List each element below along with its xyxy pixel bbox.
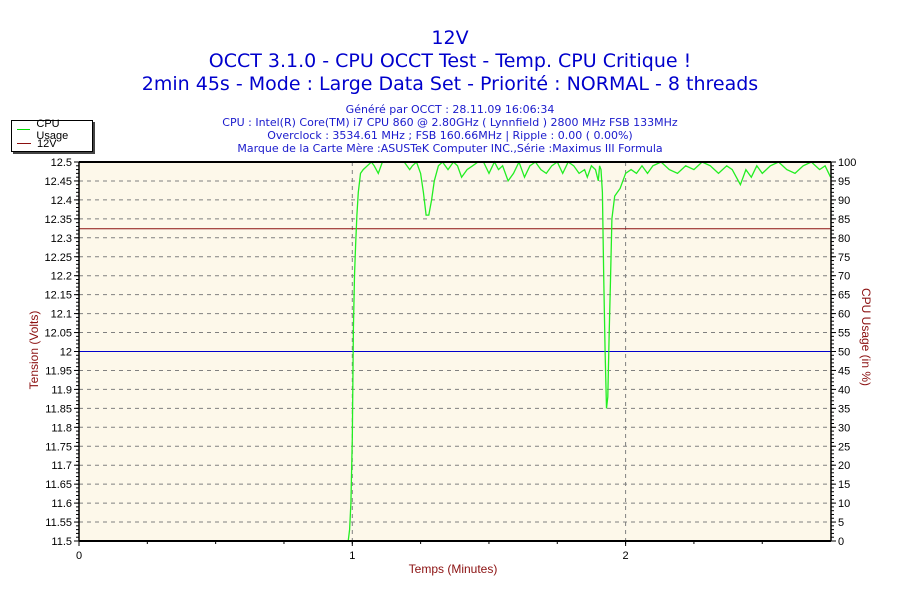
- y-tick-label: 11.8: [51, 422, 72, 434]
- y-tick-label: 11.65: [45, 479, 72, 491]
- x-axis-label: Temps (Minutes): [409, 562, 498, 576]
- chart-title: 12V: [431, 27, 469, 49]
- legend-label-12v: 12V: [37, 137, 57, 150]
- y2-tick-label: 50: [838, 347, 850, 359]
- y2-tick-label: 75: [838, 252, 850, 264]
- y2-tick-label: 60: [838, 309, 850, 321]
- y-axis-label: Tension (Volts): [27, 311, 41, 390]
- y2-tick-label: 5: [838, 517, 844, 529]
- y2-tick-label: 95: [838, 176, 850, 188]
- y-tick-label: 12.15: [44, 290, 72, 302]
- y-tick-label: 11.95: [45, 365, 72, 377]
- y2-tick-label: 35: [838, 403, 850, 415]
- y-tick-label: 11.85: [45, 403, 72, 415]
- y2-tick-label: 45: [838, 365, 850, 377]
- y2-tick-label: 55: [838, 328, 850, 340]
- y2-tick-label: 80: [838, 233, 850, 245]
- y-tick-label: 12.25: [44, 252, 72, 264]
- y2-tick-label: 0: [838, 536, 844, 548]
- y-tick-label: 12.45: [44, 176, 72, 188]
- chart-subtitle: OCCT 3.1.0 - CPU OCCT Test - Temp. CPU C…: [208, 50, 692, 72]
- overclock-info: Overclock : 3534.61 MHz ; FSB 160.66MHz …: [267, 129, 633, 142]
- chart-legend: CPU Usage 12V: [11, 118, 93, 152]
- run-info: 2min 45s - Mode : Large Data Set - Prior…: [141, 73, 759, 95]
- legend-swatch-12v: [17, 143, 31, 144]
- motherboard-info: Marque de la Carte Mère :ASUSTeK Compute…: [237, 142, 663, 155]
- y2-tick-label: 10: [838, 498, 850, 510]
- y2-tick-label: 90: [838, 195, 850, 207]
- y-tick-label: 12.05: [44, 328, 72, 340]
- legend-swatch-cpu-usage: [17, 129, 31, 130]
- y2-tick-label: 70: [838, 271, 850, 283]
- y2-tick-label: 40: [838, 384, 850, 396]
- y-tick-label: 11.6: [51, 498, 72, 510]
- y-tick-label: 12.1: [51, 309, 72, 321]
- legend-label-cpu-usage: CPU Usage: [36, 117, 69, 142]
- y-tick-label: 12.5: [51, 157, 72, 169]
- y-tick-label: 12: [60, 347, 72, 359]
- y-tick-label: 11.9: [51, 384, 72, 396]
- y-tick-label: 12.35: [44, 214, 72, 226]
- x-tick-label: 2: [623, 550, 629, 562]
- cpu-info: CPU : Intel(R) Core(TM) i7 CPU 860 @ 2.8…: [222, 116, 678, 129]
- y-tick-label: 11.5: [51, 536, 72, 548]
- y2-tick-label: 100: [838, 157, 856, 169]
- y2-tick-label: 65: [838, 290, 850, 302]
- y2-tick-label: 25: [838, 441, 850, 453]
- y-tick-label: 11.75: [45, 441, 72, 453]
- x-tick-label: 0: [76, 550, 82, 562]
- grid-lines: [79, 162, 831, 541]
- y2-axis-label: CPU Usage (in %): [859, 288, 873, 386]
- x-tick-label: 1: [349, 550, 355, 562]
- y-tick-label: 12.4: [51, 195, 72, 207]
- y2-tick-label: 85: [838, 214, 850, 226]
- y-tick-label: 12.2: [51, 271, 72, 283]
- y-tick-label: 11.7: [51, 460, 72, 472]
- y2-tick-label: 30: [838, 422, 850, 434]
- y-tick-label: 11.55: [45, 517, 72, 529]
- legend-item-12v: 12V: [17, 137, 57, 150]
- generated-info: Généré par OCCT : 28.11.09 16:06:34: [345, 103, 555, 116]
- y-tick-label: 12.3: [51, 233, 72, 245]
- y2-tick-label: 20: [838, 460, 850, 472]
- legend-item-cpu-usage: CPU Usage: [17, 118, 92, 142]
- y2-tick-label: 15: [838, 479, 850, 491]
